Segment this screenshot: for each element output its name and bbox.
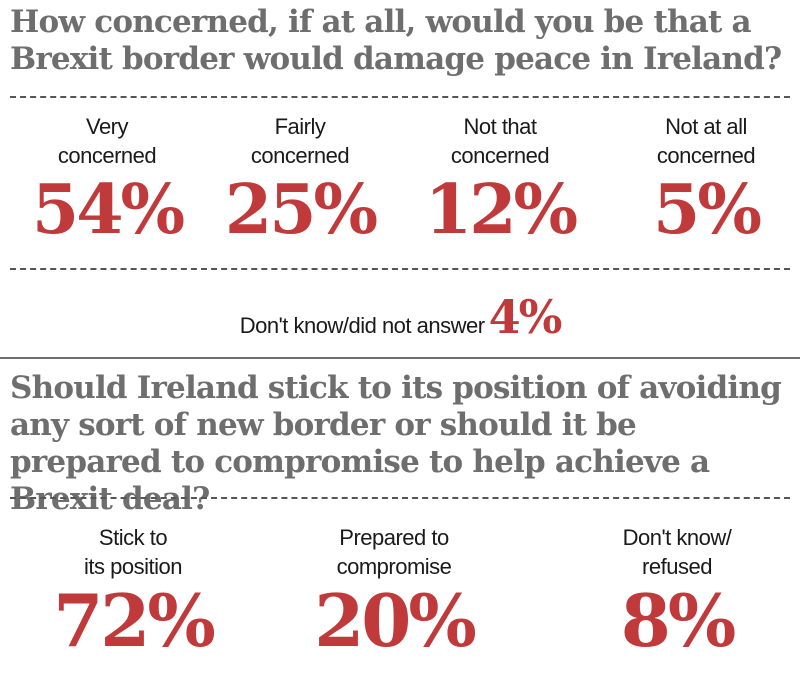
answer-not-that-concerned: Not that concerned 12% [400, 112, 600, 244]
answer-value: 54% [31, 170, 185, 250]
divider-dashed [10, 96, 790, 98]
answer-label: Don't know/refused [622, 525, 732, 579]
answer-label: Not that concerned [450, 114, 550, 168]
answer-label: Very concerned [57, 114, 157, 168]
answer-label: Not at all concerned [656, 114, 756, 168]
answer-very-concerned: Very concerned 54% [7, 112, 207, 244]
answer-label: Fairly concerned [250, 114, 350, 168]
answer-prepared-to-compromise: Prepared to compromise 20% [294, 523, 494, 657]
question-2-title: Should Ireland stick to its position of … [10, 370, 782, 517]
answer-fairly-concerned: Fairly concerned 25% [200, 112, 400, 244]
answer-value: 72% [53, 578, 216, 663]
answer-label: Prepared to compromise [336, 525, 452, 579]
answer-dont-know: Don't know/did not answer4% [0, 290, 800, 344]
divider-dashed [10, 268, 790, 270]
divider-dashed [10, 497, 790, 499]
answer-dont-know-refused: Don't know/refused 8% [577, 523, 777, 657]
answer-stick-to-position: Stick to its position 72% [33, 523, 233, 657]
answer-value: 8% [620, 578, 737, 663]
answer-not-at-all-concerned: Not at all concerned 5% [606, 112, 800, 244]
answer-value: 20% [314, 578, 477, 663]
answer-value: 25% [224, 170, 378, 250]
section-divider [0, 357, 800, 359]
answer-value: 4% [488, 290, 563, 344]
question-1-title: How concerned, if at all, would you be t… [10, 4, 782, 77]
answer-value: 5% [653, 170, 762, 250]
answer-value: 12% [424, 170, 578, 250]
answer-label: Stick to its position [84, 525, 182, 579]
answer-label: Don't know/did not answer [239, 313, 485, 338]
